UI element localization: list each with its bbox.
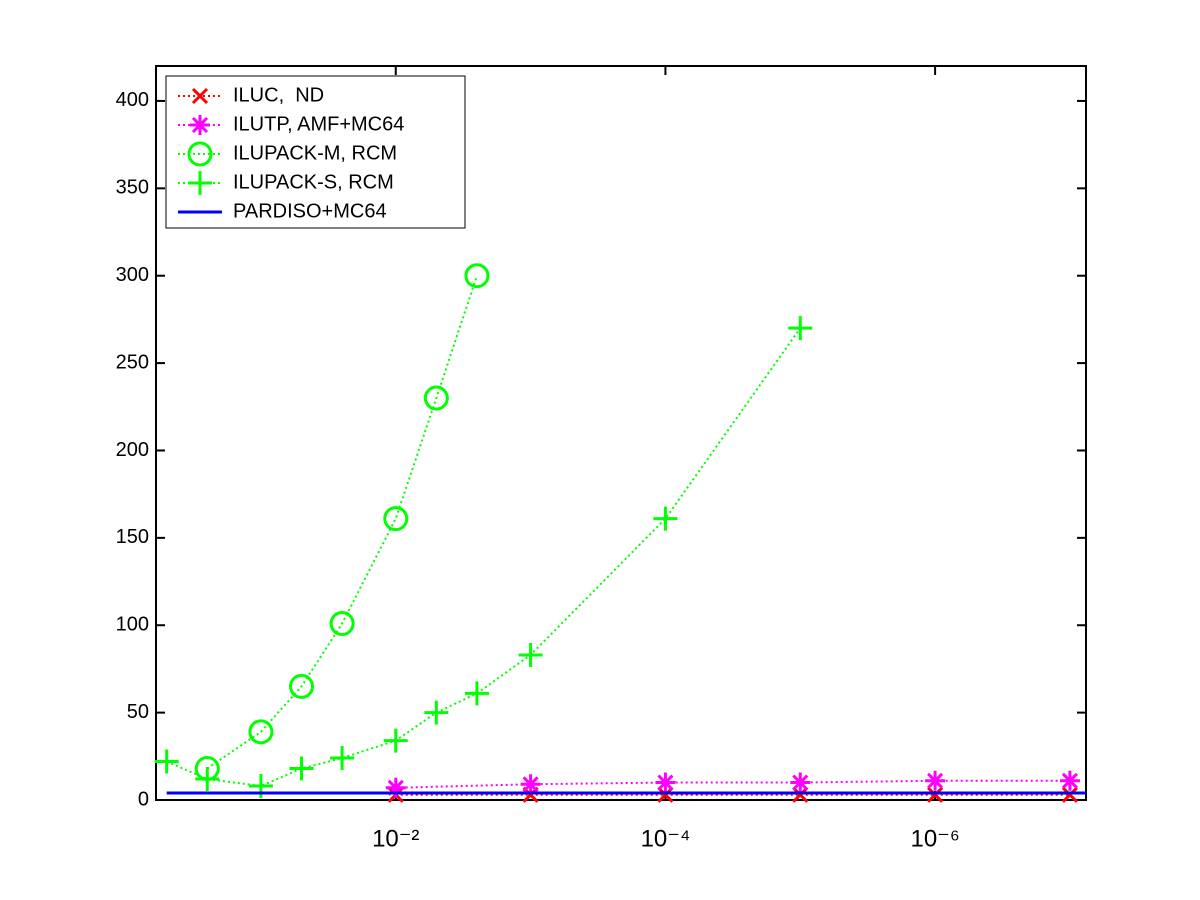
marker [792,786,809,803]
marker [1061,786,1078,803]
marker [788,316,813,341]
x-tick-label: 10⁻² [372,825,419,852]
y-tick-label: 350 [116,177,149,199]
marker [195,767,220,792]
marker [385,777,406,798]
series-line [395,779,1070,789]
legend-label: ILUPACK-S, RCM [233,171,394,193]
y-tick-label: 300 [116,264,149,286]
marker [657,786,674,803]
y-tick-label: 200 [116,439,149,461]
x-tick-label: 10⁻⁶ [910,825,959,852]
legend-label: PARDISO+MC64 [233,200,387,222]
y-tick-label: 400 [116,89,149,111]
marker [790,772,811,793]
x-tick-label: 10⁻⁴ [641,825,691,852]
marker [424,700,449,725]
marker [154,749,179,774]
legend-label: ILUTP, AMF+MC64 [233,113,404,135]
legend-box [165,75,466,229]
legend-label: ILUPACK-M, RCM [233,142,397,164]
marker [248,719,274,745]
marker [518,642,543,667]
y-tick-label: 150 [116,526,149,548]
y-tick-label: 250 [116,351,149,373]
marker [289,756,314,781]
legend-marker [191,87,209,105]
marker [423,385,449,411]
legend-marker [188,171,212,195]
marker [329,610,355,636]
marker [653,506,678,531]
marker [330,746,355,771]
y-tick-label: 50 [127,701,149,723]
marker [925,770,946,791]
marker [1059,770,1080,791]
series-line [206,275,478,770]
legend-label: ILUC, ND [233,84,324,106]
marker [464,263,490,289]
legend-marker [187,141,213,167]
marker [383,728,408,753]
marker [655,772,676,793]
marker [289,673,315,699]
y-tick-label: 0 [138,788,149,810]
y-tick-label: 100 [116,614,149,636]
marker [464,681,489,706]
marker [520,774,541,795]
marker [383,506,409,532]
legend-marker [190,115,210,135]
marker [927,786,944,803]
